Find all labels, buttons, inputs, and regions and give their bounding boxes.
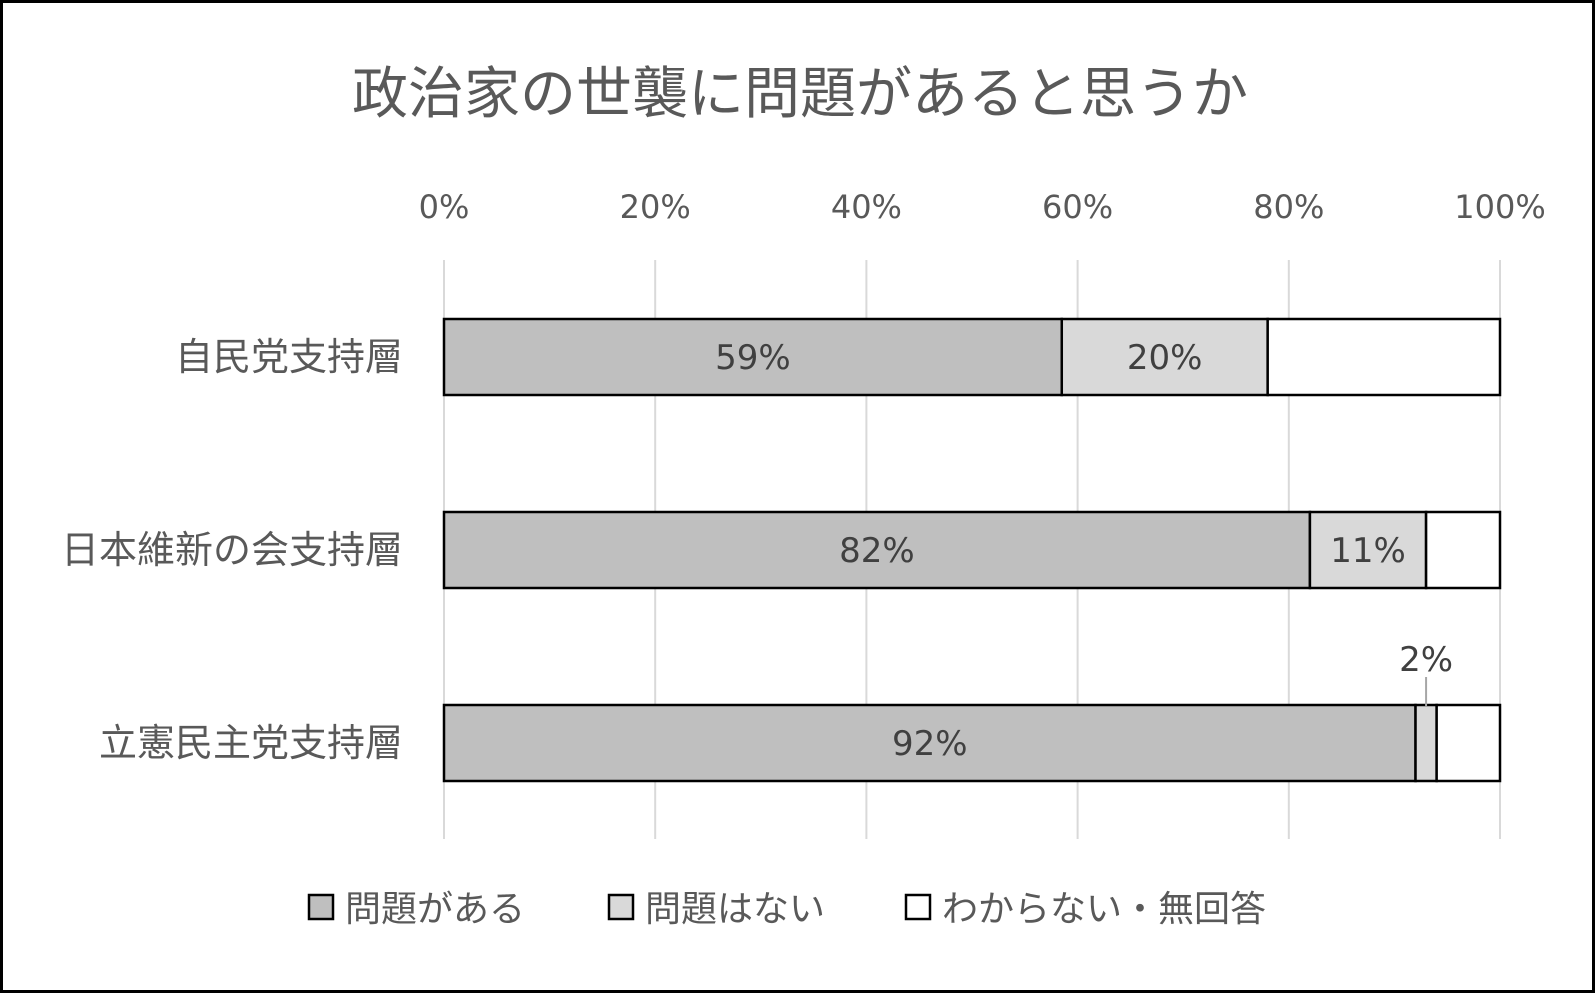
bar-segment (442, 510, 1312, 590)
x-tick-label: 20% (620, 188, 691, 226)
data-label: 92% (892, 724, 968, 764)
x-tick-label: 100% (1454, 188, 1545, 226)
data-label: 11% (1330, 531, 1406, 571)
bars (442, 317, 1502, 783)
chart: 政治家の世襲に問題があると思うか 0% 20% 40% 60% 80% 100% 自民党支… (61, 62, 1546, 930)
category-label: 日本維新の会支持層 (61, 528, 403, 572)
data-label: 59% (715, 338, 791, 378)
data-label: 2% (1399, 640, 1453, 680)
legend-swatch (607, 893, 635, 921)
category-label: 立憲民主党支持層 (99, 721, 403, 765)
data-label: 20% (1127, 338, 1203, 378)
bar-segment (1435, 703, 1502, 783)
data-labels: 59% 20% 82% 11% 92% 2% (715, 338, 1453, 764)
bar-segment (1266, 317, 1502, 397)
bar-segment (442, 317, 1064, 397)
x-tick-label: 80% (1253, 188, 1324, 226)
legend-swatch (307, 893, 335, 921)
legend-label: 問題はない (645, 889, 825, 930)
bar-segment (1424, 510, 1502, 590)
x-tick-label: 60% (1042, 188, 1113, 226)
chart-title: 政治家の世襲に問題があると思うか (352, 62, 1248, 127)
legend-swatch (904, 893, 932, 921)
bar-segment (1308, 510, 1428, 590)
category-label: 自民党支持層 (175, 335, 403, 379)
x-tick-label: 0% (419, 188, 470, 226)
bar-segment (442, 703, 1417, 783)
legend-label: 問題がある (345, 889, 525, 930)
legend-label: わからない・無回答 (942, 889, 1266, 930)
legend: 問題がある 問題はない わからない・無回答 (307, 889, 1266, 930)
bar-segment (1414, 703, 1438, 783)
data-label: 82% (839, 531, 915, 571)
x-axis-ticks: 0% 20% 40% 60% 80% 100% (419, 188, 1546, 226)
x-tick-label: 40% (831, 188, 902, 226)
